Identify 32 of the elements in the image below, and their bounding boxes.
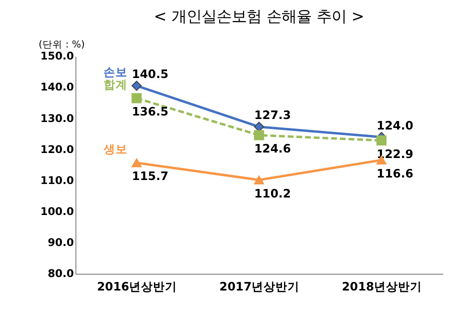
y-tick-label: 130.0 [40,112,74,125]
data-label: 115.7 [132,169,168,184]
y-tick-label: 110.0 [40,174,74,187]
y-tick-label: 150.0 [40,50,74,63]
data-label: 127.3 [254,108,291,122]
y-tick-label: 80.0 [48,267,74,280]
point [254,130,264,140]
series-label: 손보 [103,65,128,80]
data-label: 140.5 [132,67,168,82]
point [254,175,264,184]
y-tick-label: 100.0 [40,204,74,218]
y-tick-label: 140.0 [40,80,74,94]
x-tick-label: 2016년상반기 [96,280,178,294]
point [132,158,142,168]
x-tick-label: 2017년상반기 [219,280,300,294]
text: (단위 : %) [38,40,85,51]
x-tick-label: 2018년상반기 [342,280,422,294]
y-tick-label: 120.0 [40,142,74,156]
point [132,93,142,104]
point [132,80,142,91]
data-label: 122.9 [376,146,414,161]
data-label: 110.2 [254,186,291,200]
point [376,135,387,146]
chart-title: < 개인실손보험 손해율 추이 > [154,7,364,26]
data-label: 124.0 [376,118,414,132]
data-label: 136.5 [132,104,168,119]
point [254,122,264,132]
series-label: 생보 [102,142,128,156]
data-label: 116.6 [376,166,414,180]
series-label: 합계 [103,78,128,92]
y-tick-label: 90.0 [48,236,74,250]
data-label: 124.6 [254,142,291,156]
